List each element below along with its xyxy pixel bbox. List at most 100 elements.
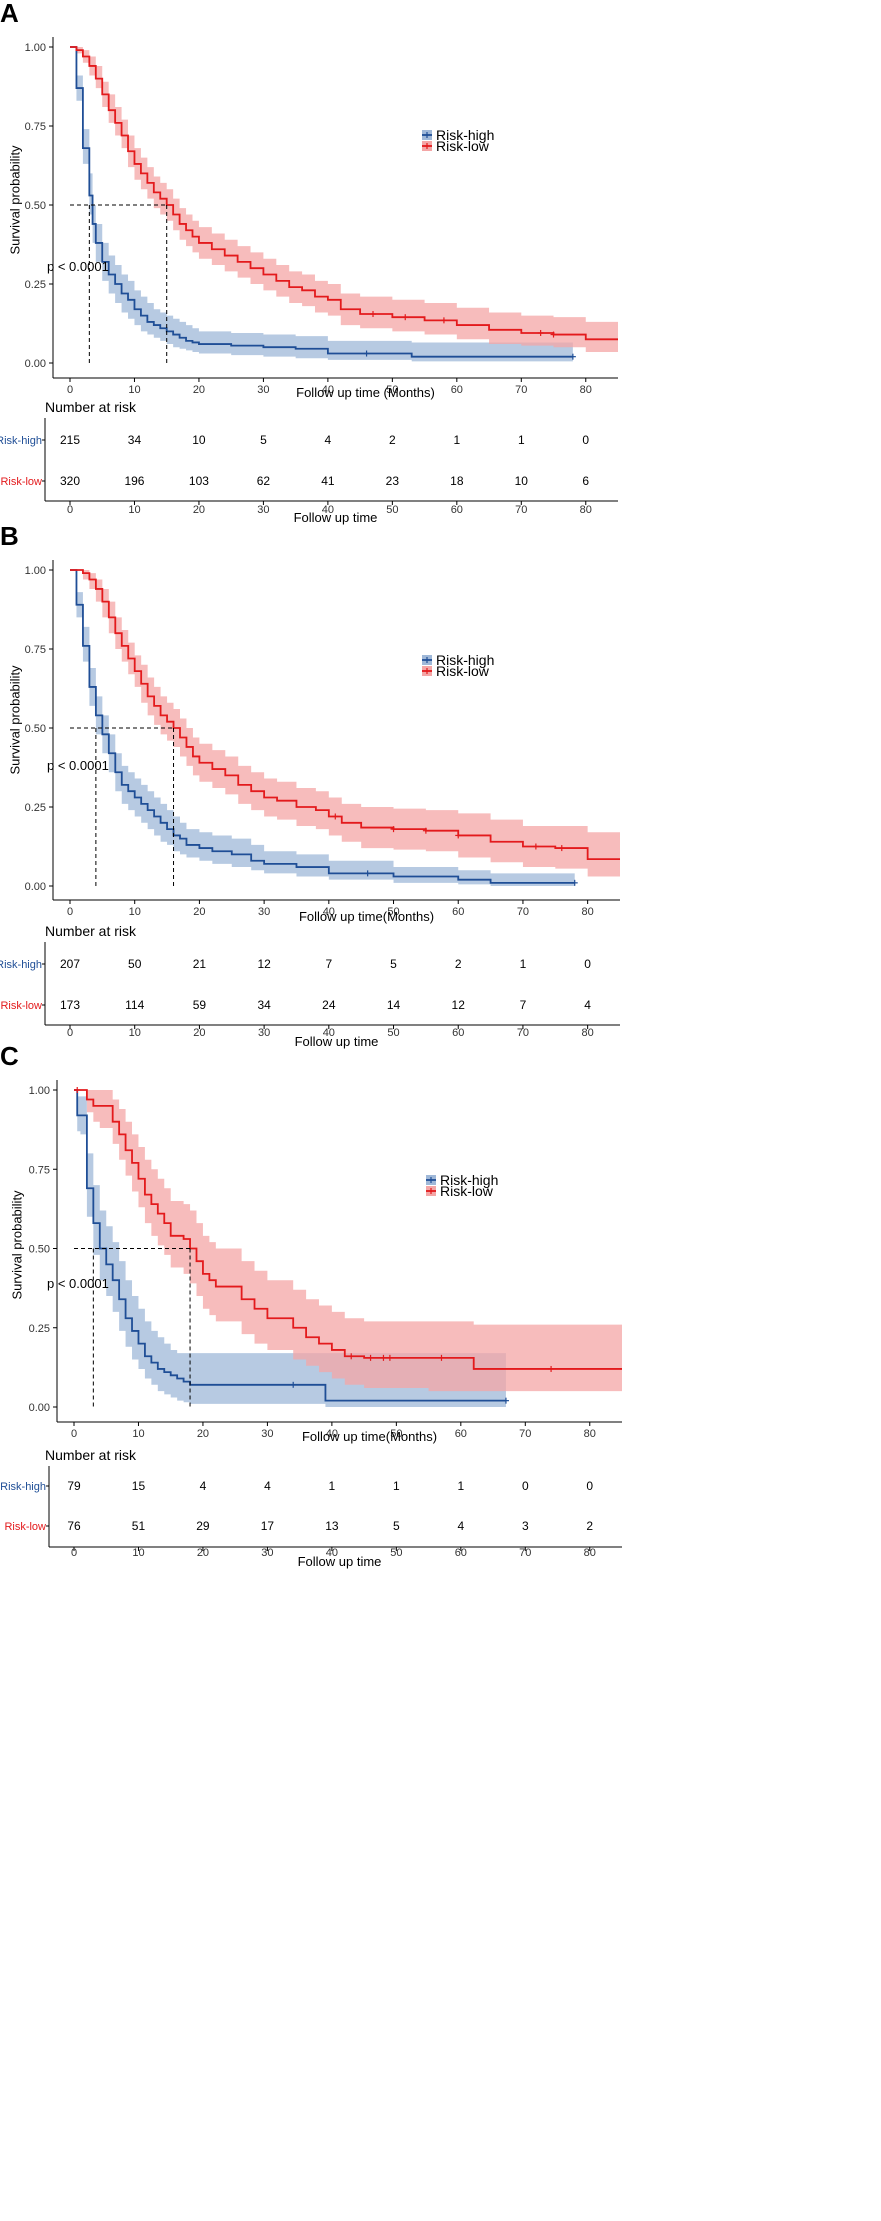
y-tick-label: 0.25 (25, 279, 46, 291)
risk-count: 173 (60, 998, 80, 1012)
legend-label: Risk-low (436, 138, 490, 154)
risk-count: 0 (586, 1479, 593, 1493)
risk-x-tick-label: 80 (582, 1027, 594, 1039)
legend-label: Risk-high (440, 1172, 498, 1188)
risk-count: 34 (257, 998, 271, 1012)
x-axis-title: Follow up time(Months) (302, 1429, 437, 1444)
y-tick-label: 0.25 (25, 802, 46, 814)
risk-x-tick-label: 40 (323, 1027, 335, 1039)
risk-count: 1 (457, 1479, 464, 1493)
risk-x-tick-label: 70 (519, 1547, 531, 1559)
risk-table-title: Number at risk (45, 1447, 137, 1463)
risk-count: 6 (582, 474, 589, 488)
x-tick-label: 50 (387, 906, 399, 918)
y-tick-label: 0.25 (29, 1323, 50, 1335)
x-tick-label: 70 (519, 1428, 531, 1440)
risk-table-title: Number at risk (45, 923, 137, 939)
km-panel-b: B Survival probability 0.00 0.25 0.50 0.75 1.0… (0, 521, 620, 1049)
risk-table-title: Number at risk (45, 399, 137, 415)
risk-count: 34 (128, 433, 142, 447)
panel-letter: B (0, 521, 19, 551)
risk-x-tick-label: 50 (386, 504, 398, 516)
risk-count: 2 (389, 433, 396, 447)
risk-row-label: Risk-low (0, 476, 42, 488)
risk-count: 7 (325, 957, 332, 971)
survival-curve-risk-low (74, 1089, 622, 1370)
x-tick-label: 50 (386, 384, 398, 396)
risk-count: 41 (321, 474, 335, 488)
y-tick-label: 0.00 (25, 881, 46, 893)
risk-x-tick-label: 80 (580, 504, 592, 516)
risk-count: 12 (257, 957, 271, 971)
x-tick-label: 60 (452, 906, 464, 918)
risk-row-label: Risk-high (0, 435, 42, 447)
risk-count: 76 (67, 1519, 81, 1533)
risk-row-label: Risk-high (0, 1481, 46, 1493)
x-tick-label: 50 (390, 1428, 402, 1440)
risk-count: 4 (264, 1479, 271, 1493)
risk-count: 4 (200, 1479, 207, 1493)
risk-count: 196 (124, 474, 144, 488)
risk-count: 1 (518, 433, 525, 447)
risk-table-x-title: Follow up time (298, 1554, 382, 1569)
risk-x-tick-label: 40 (326, 1547, 338, 1559)
risk-count: 4 (325, 433, 332, 447)
risk-count: 320 (60, 474, 80, 488)
x-tick-label: 60 (451, 384, 463, 396)
risk-x-tick-label: 40 (322, 504, 334, 516)
survival-curve-risk-low (70, 46, 618, 341)
risk-count: 114 (125, 998, 144, 1012)
risk-x-tick-label: 60 (451, 504, 463, 516)
x-tick-label: 0 (71, 1428, 77, 1440)
y-tick-label: 0.75 (25, 644, 46, 656)
risk-table-x-title: Follow up time (294, 510, 378, 525)
y-tick-label: 0.00 (29, 1402, 50, 1414)
y-tick-label: 0.50 (29, 1244, 50, 1256)
risk-row-label: Risk-low (4, 1521, 46, 1533)
p-value-label: p < 0.0001 (47, 758, 109, 773)
legend-label: Risk-high (436, 127, 494, 143)
risk-count: 7 (520, 998, 527, 1012)
risk-x-tick-label: 20 (197, 1547, 209, 1559)
risk-count: 0 (584, 957, 591, 971)
risk-count: 14 (387, 998, 401, 1012)
x-tick-label: 30 (258, 906, 270, 918)
x-tick-label: 10 (128, 384, 140, 396)
risk-x-tick-label: 60 (455, 1547, 467, 1559)
risk-x-tick-label: 50 (390, 1547, 402, 1559)
y-tick-label: 1.00 (25, 42, 46, 54)
risk-count: 62 (257, 474, 271, 488)
x-tick-label: 80 (582, 906, 594, 918)
risk-count: 12 (452, 998, 466, 1012)
x-tick-label: 30 (257, 384, 269, 396)
survival-curve-risk-high (70, 46, 573, 358)
y-tick-label: 1.00 (25, 565, 46, 577)
km-panel-a: A Survival probability 0.00 0.25 0.50 0.75 1.0… (0, 0, 618, 525)
risk-row-label: Risk-low (0, 1000, 42, 1012)
y-axis-title: Survival probability (10, 1190, 25, 1300)
risk-x-tick-label: 30 (261, 1547, 273, 1559)
x-tick-label: 20 (193, 906, 205, 918)
risk-count: 59 (193, 998, 207, 1012)
risk-row-label: Risk-high (0, 959, 42, 971)
km-panel-c: C Survival probability 0.00 0.25 0.50 0.75 1.0… (0, 1041, 622, 1569)
x-tick-label: 60 (455, 1428, 467, 1440)
x-tick-label: 10 (129, 906, 141, 918)
risk-x-tick-label: 0 (71, 1547, 77, 1559)
risk-count: 3 (522, 1519, 529, 1533)
risk-count: 13 (325, 1519, 339, 1533)
risk-count: 5 (260, 433, 267, 447)
y-tick-label: 0.75 (29, 1164, 50, 1176)
y-tick-label: 0.50 (25, 723, 46, 735)
x-tick-label: 70 (517, 906, 529, 918)
risk-x-tick-label: 60 (452, 1027, 464, 1039)
x-axis-title: Follow up time (Months) (296, 385, 435, 400)
risk-count: 5 (390, 957, 397, 971)
risk-x-tick-label: 20 (193, 1027, 205, 1039)
risk-x-tick-label: 70 (515, 504, 527, 516)
risk-x-tick-label: 10 (128, 504, 140, 516)
risk-count: 1 (520, 957, 527, 971)
risk-count: 10 (192, 433, 206, 447)
x-tick-label: 0 (67, 384, 73, 396)
x-tick-label: 20 (197, 1428, 209, 1440)
